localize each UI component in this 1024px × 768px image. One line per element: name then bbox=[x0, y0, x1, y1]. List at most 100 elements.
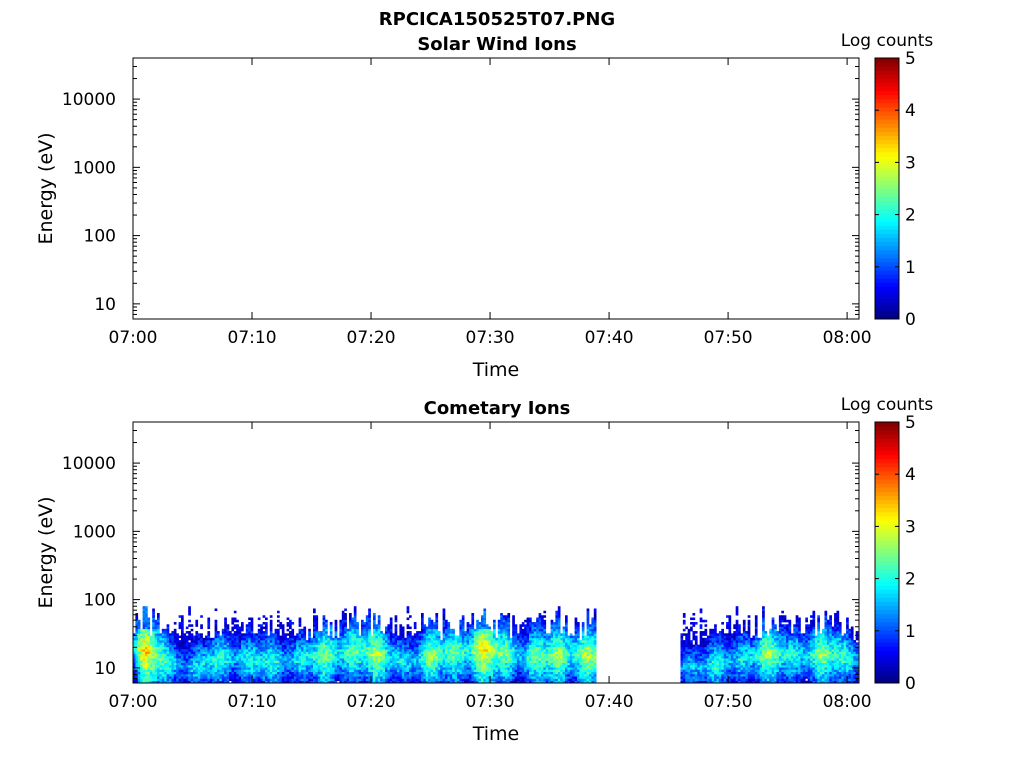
heatmap-cell bbox=[488, 653, 491, 657]
heatmap-cell bbox=[310, 664, 314, 668]
heatmap-cell bbox=[569, 649, 573, 652]
heatmap-cell bbox=[428, 626, 431, 630]
heatmap-cell bbox=[166, 646, 170, 650]
heatmap-cell bbox=[370, 637, 374, 641]
heatmap-cell bbox=[550, 678, 554, 682]
heatmap-cell bbox=[416, 637, 419, 641]
heatmap-cell bbox=[325, 633, 328, 636]
heatmap-cell bbox=[437, 637, 441, 641]
heatmap-cell bbox=[339, 644, 343, 648]
heatmap-cell bbox=[176, 637, 179, 641]
heatmap-cell bbox=[562, 662, 566, 666]
heatmap-cell bbox=[469, 680, 472, 684]
heatmap-cell bbox=[411, 660, 415, 663]
heatmap-cell bbox=[555, 633, 559, 636]
heatmap-cell bbox=[565, 655, 568, 659]
heatmap-cell bbox=[567, 646, 571, 650]
heatmap-cell bbox=[442, 624, 446, 627]
heatmap-cell bbox=[241, 624, 244, 627]
heatmap-cell bbox=[411, 669, 415, 673]
heatmap-cell bbox=[404, 660, 407, 663]
heatmap-cell bbox=[154, 655, 158, 659]
heatmap-cell bbox=[485, 678, 489, 682]
heatmap-cell bbox=[327, 637, 331, 641]
heatmap-cell bbox=[161, 658, 165, 661]
heatmap-cell bbox=[308, 669, 311, 673]
heatmap-cell bbox=[195, 669, 199, 673]
heatmap-cell bbox=[469, 646, 472, 650]
heatmap-cell bbox=[478, 651, 482, 654]
heatmap-cell bbox=[507, 655, 511, 659]
heatmap-cell bbox=[404, 644, 407, 648]
heatmap-cell bbox=[495, 680, 499, 684]
heatmap-cell bbox=[365, 669, 369, 673]
heatmap-cell bbox=[245, 676, 249, 679]
heatmap-cell bbox=[538, 619, 542, 623]
heatmap-cell bbox=[531, 633, 535, 636]
heatmap-cell bbox=[411, 678, 415, 682]
heatmap-cell bbox=[464, 642, 467, 645]
heatmap-cell bbox=[171, 640, 175, 643]
heatmap-cell bbox=[545, 669, 549, 673]
heatmap-cell bbox=[562, 680, 566, 684]
heatmap-cell bbox=[353, 646, 357, 650]
heatmap-cell bbox=[197, 655, 201, 659]
heatmap-cell bbox=[303, 644, 307, 648]
heatmap-cell bbox=[380, 631, 383, 634]
heatmap-cell bbox=[442, 653, 446, 657]
heatmap-cell bbox=[377, 631, 381, 634]
heatmap-cell bbox=[442, 633, 446, 636]
heatmap-cell bbox=[310, 669, 314, 673]
heatmap-cell bbox=[140, 667, 143, 670]
heatmap-cell bbox=[267, 651, 271, 654]
heatmap-cell bbox=[478, 640, 482, 643]
heatmap-cell bbox=[418, 640, 422, 643]
heatmap-cell bbox=[173, 646, 177, 650]
heatmap-cell bbox=[298, 644, 302, 648]
heatmap-cell bbox=[231, 626, 235, 630]
heatmap-cell bbox=[406, 635, 410, 639]
heatmap-cell bbox=[442, 631, 446, 634]
heatmap-cell bbox=[315, 624, 319, 627]
heatmap-cell bbox=[217, 660, 220, 663]
heatmap-cell bbox=[538, 633, 542, 636]
heatmap-cell bbox=[293, 678, 297, 682]
heatmap-cell bbox=[133, 640, 136, 643]
heatmap-cell bbox=[202, 662, 206, 666]
heatmap-cell bbox=[195, 660, 199, 663]
heatmap-cell bbox=[341, 610, 345, 614]
heatmap-cell bbox=[509, 660, 513, 663]
heatmap-cell bbox=[209, 673, 213, 677]
heatmap-cell bbox=[562, 660, 566, 663]
heatmap-cell bbox=[550, 651, 554, 654]
heatmap-cell bbox=[214, 631, 218, 634]
heatmap-cell bbox=[471, 635, 475, 639]
heatmap-cell bbox=[161, 631, 165, 634]
heatmap-cell bbox=[557, 678, 561, 682]
heatmap-cell bbox=[541, 680, 544, 684]
heatmap-cell bbox=[325, 622, 328, 625]
colorbar-segment bbox=[875, 241, 899, 247]
heatmap-cell bbox=[159, 640, 163, 643]
heatmap-cell bbox=[351, 671, 355, 675]
heatmap-cell bbox=[356, 631, 359, 634]
heatmap-cell bbox=[466, 664, 470, 668]
heatmap-cell bbox=[221, 642, 225, 645]
heatmap-cell bbox=[476, 660, 479, 663]
heatmap-cell bbox=[185, 658, 189, 661]
heatmap-cell bbox=[449, 642, 453, 645]
heatmap-cell bbox=[411, 651, 415, 654]
heatmap-cell bbox=[433, 671, 436, 675]
heatmap-cell bbox=[464, 660, 467, 663]
heatmap-cell bbox=[233, 673, 237, 677]
heatmap-cell bbox=[421, 676, 424, 679]
colorbar-segment bbox=[875, 111, 899, 116]
heatmap-cell bbox=[574, 660, 578, 663]
heatmap-cell bbox=[373, 628, 376, 632]
heatmap-cell bbox=[250, 664, 254, 668]
heatmap-cell bbox=[277, 658, 280, 661]
heatmap-cell bbox=[399, 624, 403, 627]
heatmap-cell bbox=[298, 680, 302, 684]
heatmap-cell bbox=[488, 673, 491, 677]
heatmap-cell bbox=[250, 649, 254, 652]
